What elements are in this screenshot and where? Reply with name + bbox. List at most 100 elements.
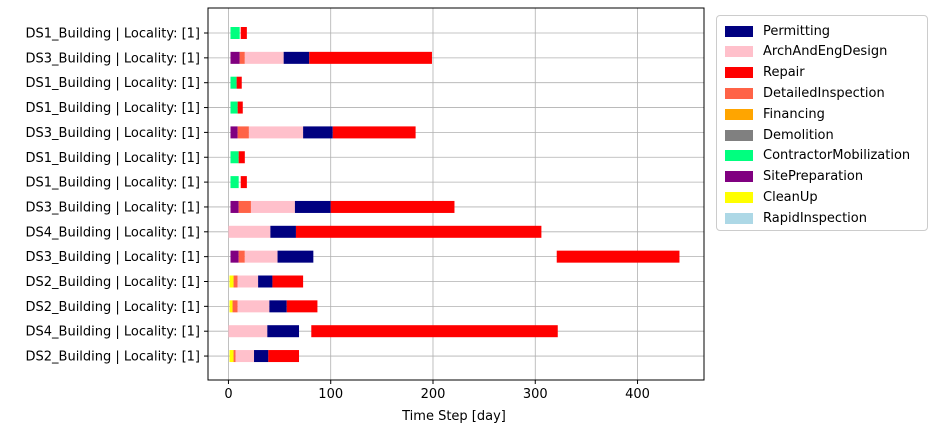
y-tick-label: DS2_Building | Locality: [1] — [26, 275, 201, 290]
legend-label: ArchAndEngDesign — [763, 44, 888, 60]
legend-label: Permitting — [763, 23, 831, 39]
bars-layer — [228, 27, 680, 363]
grid-layer — [208, 8, 704, 380]
bar-sitepreparation — [230, 200, 239, 213]
legend-swatch — [725, 150, 753, 162]
bar-archandengdesign — [228, 225, 271, 238]
y-tick-label: DS2_Building | Locality: [1] — [26, 350, 201, 365]
y-tick-label: DS1_Building | Locality: [1] — [26, 76, 201, 91]
bar-repair — [556, 250, 680, 263]
bar-permitting — [254, 350, 269, 363]
bar-sitepreparation — [230, 126, 238, 139]
bar-detailedinspection — [232, 300, 238, 313]
legend-label: Financing — [763, 106, 825, 122]
bar-archandengdesign — [250, 200, 295, 213]
bar-repair — [240, 27, 247, 39]
bar-repair — [311, 325, 558, 338]
y-tick-label: DS3_Building | Locality: [1] — [26, 250, 201, 265]
y-tick-label: DS1_Building | Locality: [1] — [26, 151, 201, 166]
legend-item: Demolition — [725, 125, 834, 145]
bar-detailedinspection — [233, 275, 238, 288]
legend-swatch — [725, 46, 753, 58]
bar-permitting — [283, 51, 310, 64]
bar-permitting — [303, 126, 333, 139]
legend-swatch — [725, 87, 753, 99]
bar-permitting — [270, 225, 296, 238]
y-tick-label: DS4_Building | Locality: [1] — [26, 325, 201, 340]
legend-label: Repair — [763, 65, 805, 81]
bar-cleanup — [229, 300, 233, 313]
bar-archandengdesign — [237, 275, 259, 288]
bar-permitting — [269, 300, 287, 313]
x-tick-label: 100 — [318, 387, 343, 402]
legend-item: ArchAndEngDesign — [725, 42, 887, 62]
bar-permitting — [267, 325, 300, 338]
legend: Permitting ArchAndEngDesign Repair Detailed… — [716, 15, 928, 231]
legend-label: Demolition — [763, 127, 834, 143]
x-tick-label: 200 — [421, 387, 446, 402]
legend-swatch — [725, 191, 753, 203]
bar-archandengdesign — [237, 300, 270, 313]
bar-repair — [295, 225, 542, 238]
bar-contractormobilization — [230, 176, 239, 189]
y-tick-label: DS2_Building | Locality: [1] — [26, 300, 201, 315]
legend-item: RapidInspection — [725, 208, 867, 228]
bar-contractormobilization — [230, 151, 239, 164]
x-tick-label: 400 — [625, 387, 650, 402]
bar-permitting — [277, 250, 314, 263]
x-tick-labels: 0 100 200 300 400 — [224, 380, 650, 402]
bar-repair — [309, 51, 432, 64]
bar-repair — [330, 200, 455, 213]
y-tick-label: DS1_Building | Locality: [1] — [26, 101, 201, 116]
legend-item: ContractorMobilization — [725, 146, 910, 166]
bar-archandengdesign — [248, 126, 304, 139]
legend-item: Permitting — [725, 21, 830, 41]
legend-swatch — [725, 108, 753, 120]
bar-contractormobilization — [230, 27, 240, 39]
bar-detailedinspection — [237, 126, 249, 139]
bar-repair — [240, 176, 247, 189]
bar-archandengdesign — [244, 250, 278, 263]
legend-label: DetailedInspection — [763, 85, 885, 101]
y-tick-label: DS1_Building | Locality: [1] — [26, 176, 201, 191]
bar-detailedinspection — [238, 200, 251, 213]
legend-label: CleanUp — [763, 189, 818, 205]
bar-contractormobilization — [230, 76, 237, 89]
bar-repair — [272, 275, 304, 288]
y-tick-label: DS4_Building | Locality: [1] — [26, 225, 201, 240]
plot-frame — [207, 7, 705, 381]
bar-repair — [238, 151, 245, 164]
bar-detailedinspection — [233, 350, 236, 363]
bar-detailedinspection — [238, 250, 245, 263]
legend-swatch — [725, 129, 753, 141]
y-tick-label: DS3_Building | Locality: [1] — [26, 126, 201, 141]
y-tick-labels: DS1_Building | Locality: [1] DS3_Building… — [26, 27, 208, 365]
legend-item: SitePreparation — [725, 167, 863, 187]
y-tick-label: DS3_Building | Locality: [1] — [26, 200, 201, 215]
bar-archandengdesign — [235, 350, 255, 363]
legend-item: DetailedInspection — [725, 83, 885, 103]
x-tick-label: 300 — [523, 387, 548, 402]
legend-swatch — [725, 212, 753, 224]
bar-repair — [236, 76, 242, 89]
x-axis-label: Time Step [day] — [401, 409, 506, 424]
bar-repair — [332, 126, 416, 139]
bar-repair — [237, 101, 243, 114]
legend-swatch — [725, 25, 753, 37]
legend-swatch — [725, 67, 753, 79]
bar-sitepreparation — [230, 51, 240, 64]
legend-item: Repair — [725, 63, 805, 83]
y-tick-label: DS3_Building | Locality: [1] — [26, 51, 201, 66]
bar-detailedinspection — [239, 51, 245, 64]
legend-swatch — [725, 171, 753, 183]
bar-cleanup — [229, 275, 234, 288]
legend-label: ContractorMobilization — [763, 148, 911, 164]
bar-contractormobilization — [230, 101, 238, 114]
bar-repair — [268, 350, 300, 363]
bar-repair — [286, 300, 318, 313]
legend-item: Financing — [725, 104, 825, 124]
legend-label: RapidInspection — [763, 210, 867, 226]
legend-item: CleanUp — [725, 187, 818, 207]
bar-sitepreparation — [230, 250, 239, 263]
